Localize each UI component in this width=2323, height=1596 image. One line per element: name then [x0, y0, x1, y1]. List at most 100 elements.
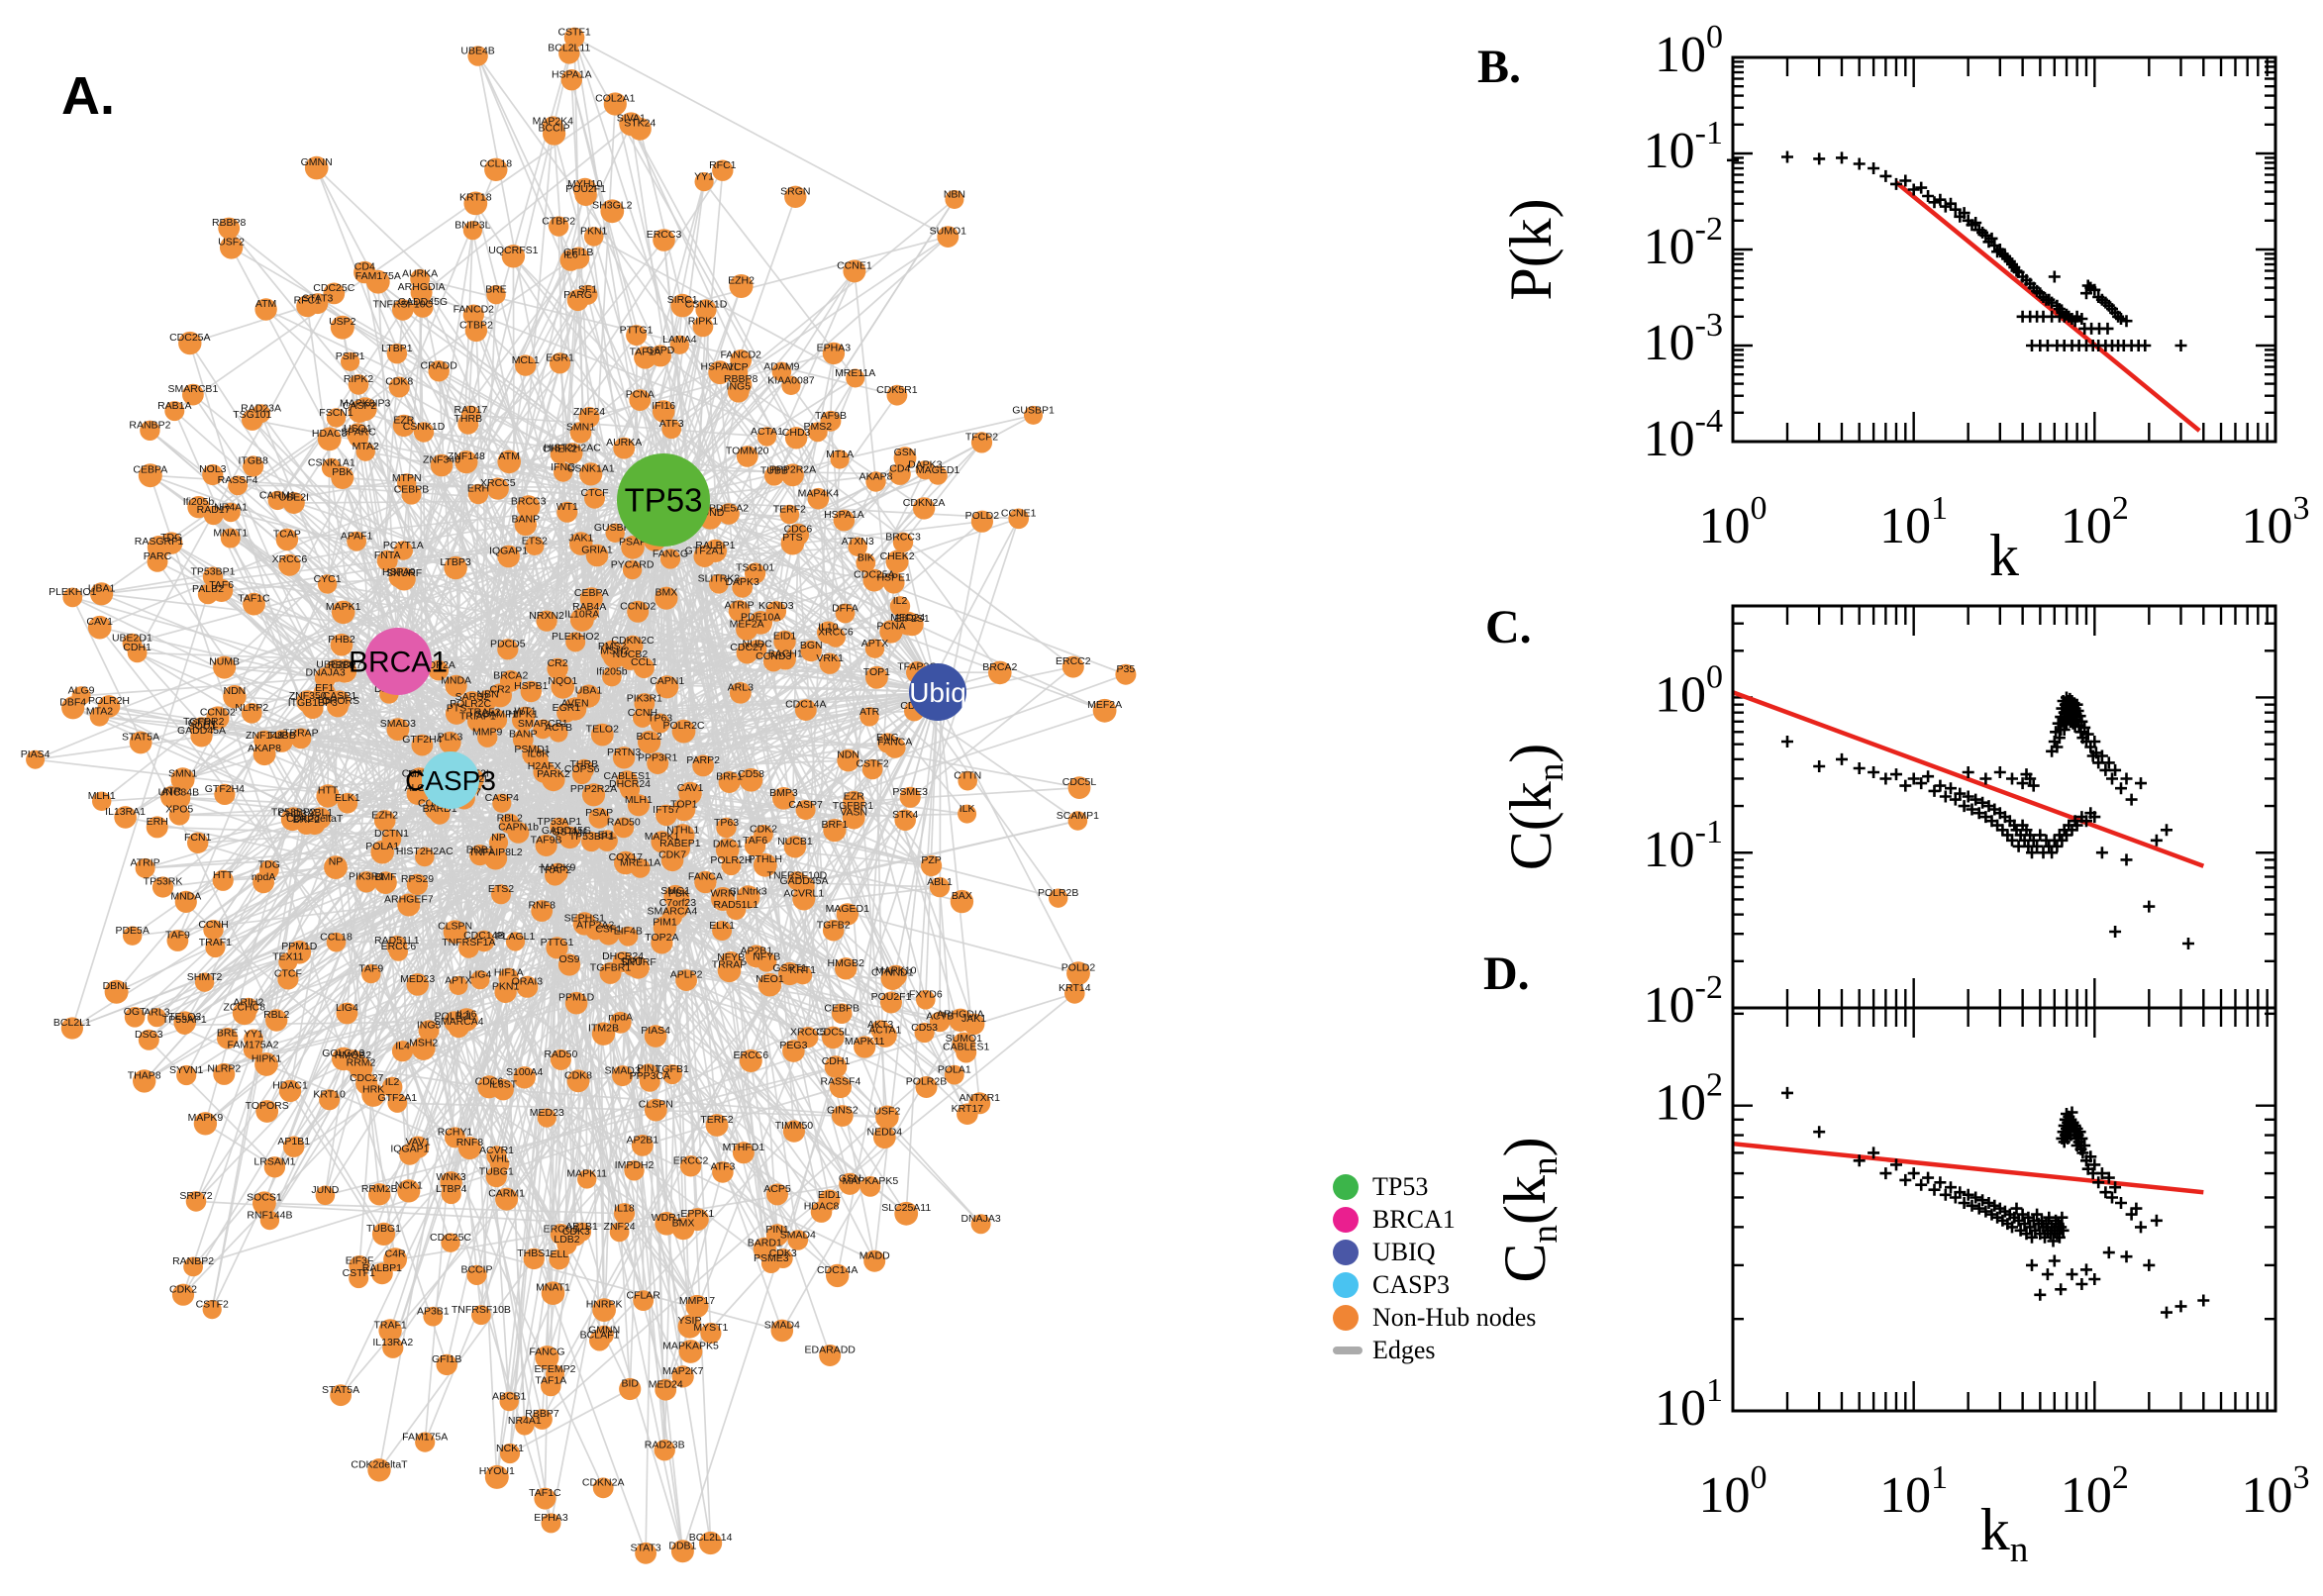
- data-point-marker: [1922, 1171, 1935, 1184]
- data-point-marker: [1899, 174, 1912, 187]
- network-node-label: PPP2R2A: [769, 463, 816, 475]
- x-tick-label: 102: [2061, 490, 2129, 554]
- network-node: [624, 1160, 645, 1181]
- network-node: [679, 1155, 702, 1177]
- data-point-marker: [2130, 1202, 2143, 1215]
- network-node: [708, 360, 733, 385]
- network-node-label: TAF9: [165, 930, 190, 942]
- network-node: [348, 400, 371, 423]
- network-node-label: AVEN: [561, 697, 589, 709]
- hub-label-ubiq: Ubiq: [909, 677, 966, 708]
- network-node: [653, 229, 675, 251]
- network-node: [729, 681, 752, 704]
- network-node: [467, 46, 488, 66]
- network-node-label: BANP: [509, 729, 538, 741]
- data-point-marker: [2088, 1158, 2101, 1171]
- data-point-marker: [1890, 768, 1902, 781]
- network-node: [516, 975, 539, 998]
- network-node-label: CCNE1: [837, 259, 872, 271]
- network-node: [347, 531, 366, 551]
- network-node: [275, 528, 299, 551]
- network-node-label: PKN1: [492, 980, 520, 992]
- network-node-label: FCN1: [184, 832, 212, 844]
- network-node: [418, 1020, 440, 1042]
- network-node-label: LIG4: [469, 969, 492, 981]
- network-node-label: GINS2: [827, 1105, 858, 1117]
- network-node-label: USO1: [344, 423, 372, 435]
- network-node-label: CDK2: [169, 1283, 197, 1295]
- network-node-label: JUND: [311, 1184, 339, 1196]
- network-node-label: BNIP3L: [454, 220, 490, 232]
- network-node: [336, 1002, 358, 1025]
- network-node: [822, 342, 846, 365]
- network-node: [464, 319, 488, 343]
- network-node-label: TSG101: [736, 562, 774, 574]
- network-node: [382, 1337, 404, 1358]
- data-point-marker: [1934, 779, 1947, 792]
- network-node: [694, 870, 717, 894]
- network-node: [1115, 663, 1137, 685]
- network-node-label: TDG: [160, 532, 182, 544]
- network-node-label: PZP: [921, 854, 941, 866]
- network-node-label: RCHY1: [438, 1127, 473, 1139]
- network-node: [819, 652, 841, 674]
- data-point-marker: [1868, 766, 1880, 778]
- network-node-label: BARD1: [748, 1238, 782, 1249]
- data-point-marker: [1962, 1188, 1974, 1201]
- network-node: [900, 613, 924, 637]
- network-node-label: CSTF2: [856, 758, 888, 770]
- network-node: [541, 1375, 561, 1397]
- network-node: [848, 537, 867, 556]
- network-node-label: VAV1: [405, 1136, 430, 1147]
- network-node-label: ATM: [499, 450, 520, 462]
- legend-dot-icon: [1333, 1206, 1359, 1233]
- network-node-label: NBN: [477, 689, 499, 701]
- network-node-label: EID1: [773, 631, 797, 643]
- network-node: [541, 1513, 561, 1534]
- network-node: [650, 345, 671, 367]
- network-node-label: NOL3: [199, 463, 227, 475]
- data-point-marker: [2088, 811, 2101, 824]
- network-node: [263, 1156, 286, 1178]
- data-point-marker: [2135, 777, 2147, 790]
- network-node: [178, 331, 202, 355]
- network-node-label: H2AFX: [528, 760, 561, 772]
- network-node-label: HMGB2: [335, 1049, 372, 1061]
- network-node-label: CSNK1D: [403, 421, 446, 433]
- data-point-marker: [2197, 1294, 2210, 1307]
- network-node-label: CDK7: [658, 848, 686, 860]
- network-node-label: ATR: [161, 786, 182, 798]
- network-node: [589, 1330, 610, 1351]
- network-node-label: YY1: [694, 171, 714, 183]
- network-node: [477, 1075, 501, 1099]
- network-node-label: NFYB: [753, 950, 780, 962]
- network-node-label: CTNND1: [871, 967, 914, 979]
- network-node: [242, 409, 263, 431]
- y-axis-title: C(kn​): [1498, 744, 1571, 871]
- network-node-label: PTS: [447, 702, 466, 714]
- network-node-label: ZNF148: [448, 450, 485, 462]
- data-point-marker: [2073, 710, 2086, 723]
- network-node-label: CDK8: [385, 376, 413, 388]
- network-node: [532, 1409, 553, 1430]
- network-node-label: POLR2B: [906, 1076, 947, 1088]
- network-node: [619, 112, 644, 137]
- network-node: [1061, 655, 1084, 678]
- network-node-label: ACP5: [763, 1183, 791, 1195]
- network-node-label: IL18: [614, 1202, 635, 1214]
- network-node-label: CDK3: [562, 1226, 590, 1238]
- network-node: [497, 545, 520, 568]
- network-node-label: UBE2D1: [112, 632, 152, 644]
- network-node: [534, 1487, 556, 1510]
- network-node: [326, 932, 347, 952]
- network-node: [133, 1069, 156, 1093]
- network-node-label: RALBP1: [362, 1262, 402, 1274]
- network-node: [757, 951, 777, 972]
- network-node: [613, 1203, 636, 1225]
- network-node: [428, 360, 450, 382]
- network-node: [331, 600, 355, 625]
- network-node-label: MEF2A: [1087, 699, 1122, 711]
- y-tick-label: 10-1: [1644, 115, 1723, 179]
- network-node-label: DNAJA3: [960, 1213, 1000, 1225]
- network-node: [522, 745, 543, 765]
